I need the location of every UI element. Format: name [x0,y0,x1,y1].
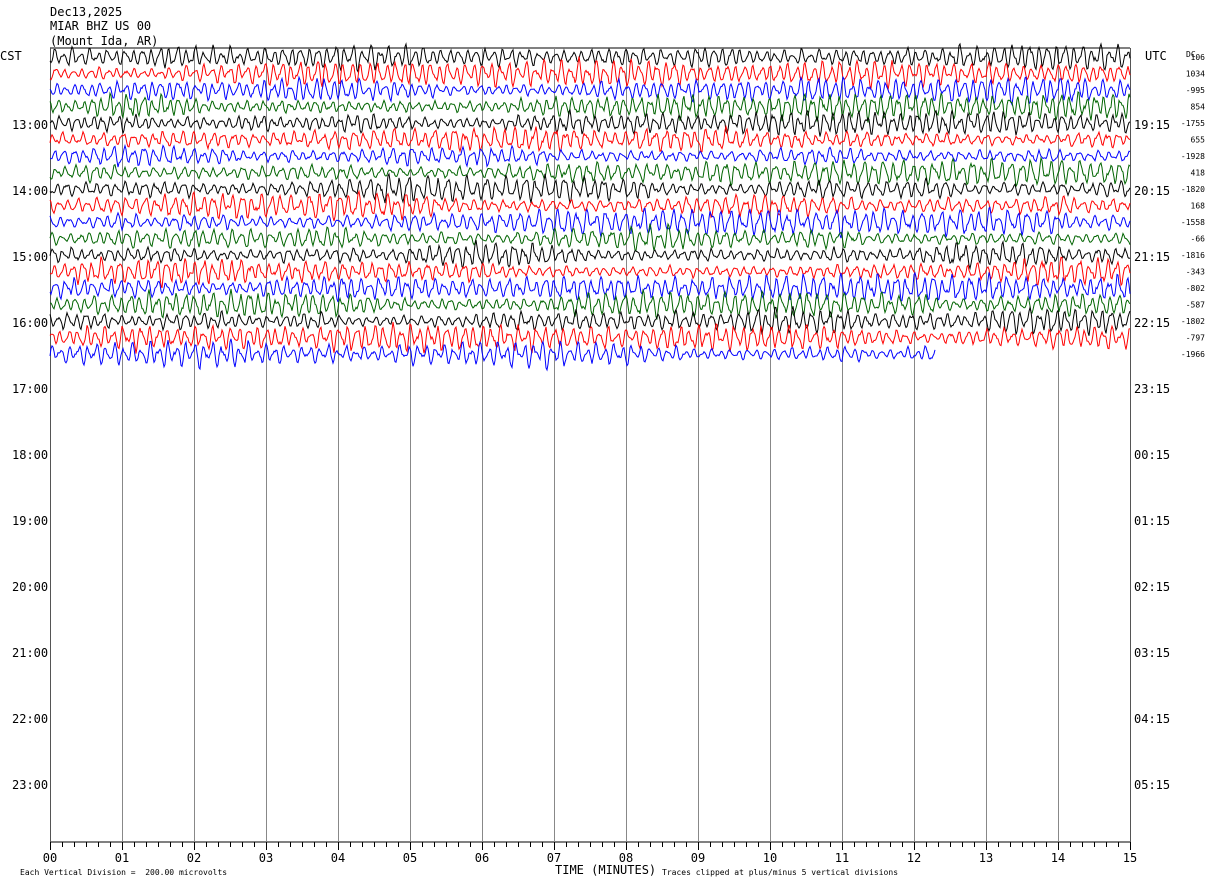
seismic-trace [49,108,1131,137]
dc-offset-label: -1820 [1181,185,1205,194]
dc-offset-label: 418 [1191,169,1206,178]
dc-offset-label: -1966 [1181,350,1205,359]
x-tick-label: 13 [979,851,993,865]
left-hour-label: 16:00 [12,316,48,330]
right-hour-label: 00:15 [1134,448,1170,462]
seismic-trace [49,239,1131,271]
dc-offset-label: -1928 [1181,152,1205,161]
x-tick-label: 11 [835,851,849,865]
x-tick-label: 07 [547,851,561,865]
dc-offset-label: 854 [1191,103,1206,112]
x-tick-label: 05 [403,851,417,865]
x-tick-label: 15 [1123,851,1137,865]
seismic-trace [49,143,1131,168]
dc-offset-label: -343 [1186,268,1205,277]
seismic-trace [49,305,1131,336]
x-tick-label: 09 [691,851,705,865]
x-tick-label: 00 [43,851,57,865]
x-axis-title: TIME (MINUTES) [555,863,657,877]
seismic-trace [49,172,1131,204]
left-hour-label: 20:00 [12,580,48,594]
seismic-trace [50,288,1131,320]
dc-offset-label: -1755 [1181,119,1205,128]
seismic-trace [49,42,1131,74]
left-hour-label: 17:00 [12,382,48,396]
dc-offset-label: -587 [1186,301,1205,310]
seismic-trace [49,75,1131,107]
dc-offset-label: 168 [1191,202,1206,211]
dc-offset-label: -66 [1191,235,1206,244]
right-hour-label: 22:15 [1134,316,1170,330]
x-tick-label: 04 [331,851,345,865]
clip-note: Traces clipped at plus/minus 5 vertical … [662,868,899,877]
left-hour-label: 15:00 [12,250,48,264]
dc-offset-label: 106 [1191,53,1206,62]
seismic-trace [49,156,1131,188]
right-hour-label: 23:15 [1134,382,1170,396]
dc-offset-label: -1558 [1181,218,1205,227]
left-hour-label: 14:00 [12,184,48,198]
right-hour-label: 01:15 [1134,514,1170,528]
dc-offset-label: -802 [1186,284,1205,293]
seismic-trace [49,90,1131,123]
seismic-trace [49,124,1131,154]
x-tick-label: 06 [475,851,489,865]
dc-offset-label: -1816 [1181,251,1205,260]
right-hour-label: 05:15 [1134,778,1170,792]
location-label: (Mount Ida, AR) [50,34,159,48]
x-tick-label: 02 [187,851,201,865]
left-zone-label: CST [0,49,22,63]
x-tick-label: 12 [907,851,921,865]
x-tick-label: 03 [259,851,273,865]
dc-offset-label: 1034 [1186,70,1205,79]
seismic-trace [49,322,1131,354]
trace-layer [49,42,1131,372]
right-hour-label: 03:15 [1134,646,1170,660]
dc-offset-label: -797 [1186,334,1205,343]
dc-offset-label: -995 [1186,86,1205,95]
date-label: Dec13,2025 [50,5,123,19]
left-hour-label: 22:00 [12,712,48,726]
left-hour-label: 13:00 [12,118,48,132]
right-hour-label: 04:15 [1134,712,1170,726]
right-hour-label: 21:15 [1134,250,1170,264]
left-hour-label: 23:00 [12,778,48,792]
seismic-trace [49,222,1131,252]
left-hour-label: 18:00 [12,448,48,462]
seismic-trace [49,189,1131,222]
right-hour-label: 02:15 [1134,580,1170,594]
x-tick-label: 01 [115,851,129,865]
seismic-trace [49,206,1131,239]
x-tick-label: 10 [763,851,777,865]
dc-label: DC [1186,50,1196,59]
grid-layer [50,47,1131,850]
right-hour-label: 20:15 [1134,184,1170,198]
dc-offset-label: 655 [1191,136,1206,145]
left-hour-label: 21:00 [12,646,48,660]
seismic-trace [49,271,1131,303]
x-tick-label: 14 [1051,851,1065,865]
seismic-trace [49,256,1131,289]
x-tick-label: 08 [619,851,633,865]
left-hour-label: 19:00 [12,514,48,528]
right-zone-label: UTC [1145,49,1167,63]
station-label: MIAR BHZ US 00 [50,19,152,33]
seismic-trace [49,338,936,372]
label-layer: 00 01 02 03 04 05 06 07 08 09 10 11 12 13 14 15 13:00 14:… [12,53,1205,865]
vertical-division-note: Each Vertical Division = 200.00 microvol… [20,868,228,877]
dc-offset-label: -1802 [1181,317,1205,326]
right-hour-label: 19:15 [1134,118,1170,132]
seismic-trace [49,56,1131,91]
